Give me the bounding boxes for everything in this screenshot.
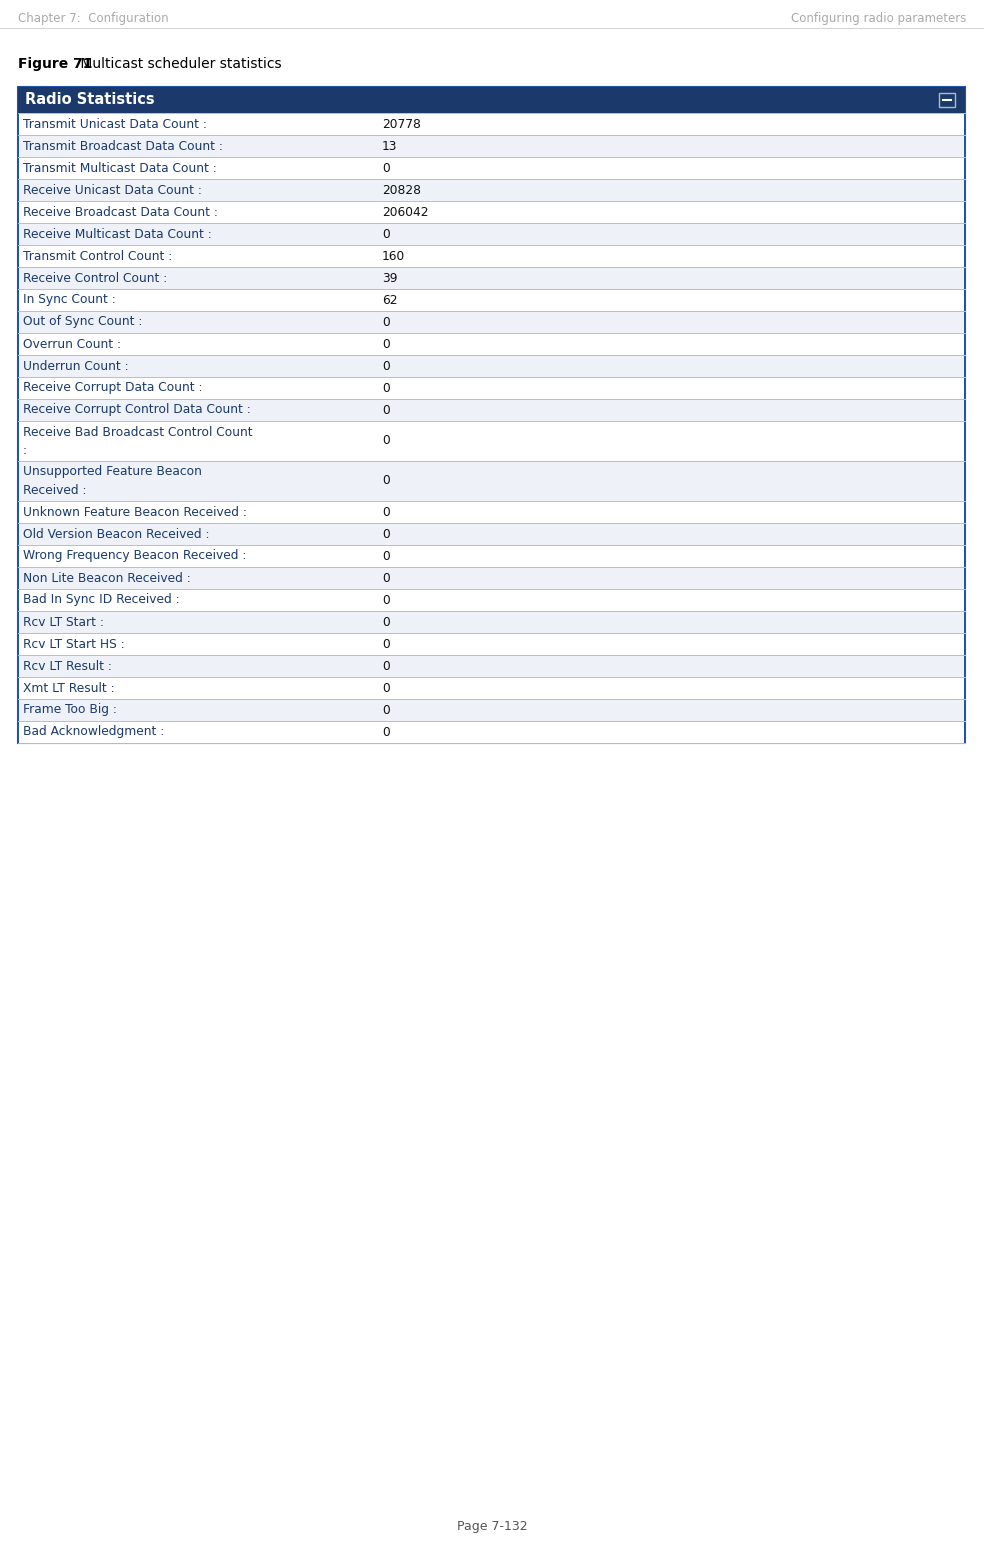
Text: Receive Corrupt Data Count :: Receive Corrupt Data Count : (23, 381, 203, 395)
Text: Out of Sync Count :: Out of Sync Count : (23, 316, 143, 328)
Text: Wrong Frequency Beacon Received :: Wrong Frequency Beacon Received : (23, 549, 246, 563)
Text: Chapter 7:  Configuration: Chapter 7: Configuration (18, 12, 168, 25)
Text: 0: 0 (382, 403, 390, 417)
Text: Transmit Control Count :: Transmit Control Count : (23, 249, 172, 263)
Text: Receive Broadcast Data Count :: Receive Broadcast Data Count : (23, 205, 217, 219)
Bar (19, 311, 964, 333)
Bar (19, 421, 964, 460)
Text: Non Lite Beacon Received :: Non Lite Beacon Received : (23, 572, 191, 585)
Text: Overrun Count :: Overrun Count : (23, 337, 121, 350)
Text: 0: 0 (382, 359, 390, 373)
Text: Transmit Multicast Data Count :: Transmit Multicast Data Count : (23, 162, 216, 174)
Bar (19, 289, 964, 311)
Bar (19, 246, 964, 267)
Text: Unsupported Feature Beacon: Unsupported Feature Beacon (23, 465, 202, 479)
Text: Page 7-132: Page 7-132 (457, 1519, 527, 1533)
Bar (19, 700, 964, 722)
Text: 0: 0 (382, 616, 390, 628)
Text: 0: 0 (382, 434, 390, 448)
Text: Receive Corrupt Control Data Count :: Receive Corrupt Control Data Count : (23, 403, 251, 417)
Text: 0: 0 (382, 659, 390, 672)
Text: Xmt LT Result :: Xmt LT Result : (23, 681, 114, 695)
Text: Receive Bad Broadcast Control Count: Receive Bad Broadcast Control Count (23, 426, 253, 439)
Text: Underrun Count :: Underrun Count : (23, 359, 129, 373)
Bar (19, 135, 964, 157)
Text: 0: 0 (382, 316, 390, 328)
Bar (19, 722, 964, 743)
Text: 0: 0 (382, 681, 390, 695)
Text: 0: 0 (382, 505, 390, 518)
Bar (19, 589, 964, 611)
Bar (19, 655, 964, 676)
Text: Rcv LT Start :: Rcv LT Start : (23, 616, 104, 628)
Bar (19, 501, 964, 522)
Text: 0: 0 (382, 527, 390, 541)
Text: Frame Too Big :: Frame Too Big : (23, 703, 117, 717)
Bar (19, 400, 964, 421)
Bar (19, 267, 964, 289)
Text: Configuring radio parameters: Configuring radio parameters (790, 12, 966, 25)
Text: 62: 62 (382, 294, 398, 306)
Text: Bad In Sync ID Received :: Bad In Sync ID Received : (23, 594, 180, 606)
Text: 206042: 206042 (382, 205, 428, 219)
Text: 0: 0 (382, 726, 390, 739)
Bar (19, 633, 964, 655)
Bar (19, 676, 964, 700)
Bar (19, 568, 964, 589)
Text: 0: 0 (382, 337, 390, 350)
Bar (18, 87, 965, 114)
Text: Receive Multicast Data Count :: Receive Multicast Data Count : (23, 227, 212, 241)
Text: 20778: 20778 (382, 118, 421, 131)
Text: Radio Statistics: Radio Statistics (25, 92, 154, 107)
Bar (19, 544, 964, 568)
Text: Receive Control Count :: Receive Control Count : (23, 272, 167, 285)
Bar (939, 93, 955, 107)
Text: Rcv LT Start HS :: Rcv LT Start HS : (23, 638, 125, 650)
Text: Rcv LT Result :: Rcv LT Result : (23, 659, 112, 672)
Bar (19, 460, 964, 501)
Text: 0: 0 (382, 703, 390, 717)
Text: 0: 0 (382, 381, 390, 395)
Bar (19, 333, 964, 355)
Text: 0: 0 (382, 638, 390, 650)
Text: 0: 0 (382, 572, 390, 585)
Bar (19, 222, 964, 246)
Text: 0: 0 (382, 162, 390, 174)
Bar (19, 522, 964, 544)
Text: In Sync Count :: In Sync Count : (23, 294, 116, 306)
Text: Received :: Received : (23, 484, 87, 496)
Bar (19, 611, 964, 633)
Text: 0: 0 (382, 549, 390, 563)
Text: :: : (23, 443, 27, 457)
Text: 160: 160 (382, 249, 405, 263)
Text: 0: 0 (382, 594, 390, 606)
Bar (19, 201, 964, 222)
Text: Bad Acknowledgment :: Bad Acknowledgment : (23, 726, 164, 739)
Bar (18, 87, 965, 743)
Bar (19, 157, 964, 179)
Text: 39: 39 (382, 272, 398, 285)
Text: Figure 71: Figure 71 (18, 58, 92, 72)
Text: Transmit Unicast Data Count :: Transmit Unicast Data Count : (23, 118, 207, 131)
Text: 13: 13 (382, 140, 398, 152)
Text: Multicast scheduler statistics: Multicast scheduler statistics (76, 58, 281, 72)
Text: 0: 0 (382, 474, 390, 488)
Text: Unknown Feature Beacon Received :: Unknown Feature Beacon Received : (23, 505, 247, 518)
Text: Receive Unicast Data Count :: Receive Unicast Data Count : (23, 183, 202, 196)
Bar (19, 179, 964, 201)
Text: 20828: 20828 (382, 183, 421, 196)
Text: Old Version Beacon Received :: Old Version Beacon Received : (23, 527, 210, 541)
Text: Transmit Broadcast Data Count :: Transmit Broadcast Data Count : (23, 140, 222, 152)
Bar (19, 355, 964, 376)
Bar (19, 114, 964, 135)
Text: 0: 0 (382, 227, 390, 241)
Bar (19, 376, 964, 400)
